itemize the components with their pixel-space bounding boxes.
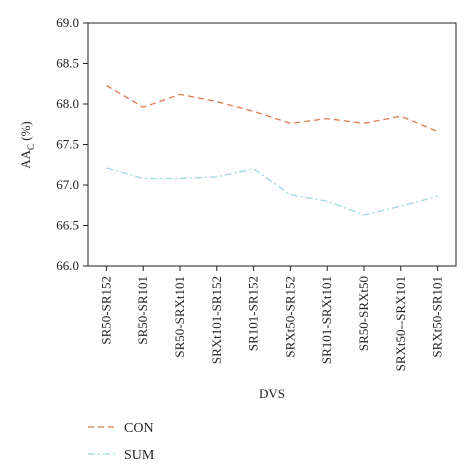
series-line-con [106,84,438,133]
y-tick-label: 66.0 [56,258,79,273]
x-axis-title: DVS [259,386,285,401]
plot-frame [87,22,457,267]
x-tick-label: SRXt101-SR152 [209,276,224,364]
x-tick-label: SR101-SR152 [246,276,261,351]
y-axis: 66.0 66.5 67.0 67.5 68.0 68.5 69.0 [56,15,88,273]
y-tick-label: 67.0 [56,177,79,192]
x-tick-label: SR50-SR101 [135,276,150,345]
legend-label-con: CON [124,421,154,436]
y-axis-title: AAC (%) [18,121,36,169]
y-tick-label: 67.5 [56,137,79,152]
x-axis: SR50-SR152 SR50-SR101 SR50-SRXt101 SRXt101-… [98,266,445,371]
y-tick-label: 69.0 [56,15,79,30]
x-tick-label: SR50-SRXt101 [172,276,187,358]
x-tick-label: SR101-SRXt101 [319,276,334,364]
legend: CON SUM [88,421,155,463]
x-tick-label: SR50-SRXt50 [356,276,371,351]
y-tick-label: 68.5 [56,56,79,71]
legend-label-sum: SUM [124,448,155,463]
x-tick-label: SRXt50-SR152 [282,276,297,358]
y-tick-label: 66.5 [56,218,79,233]
x-tick-label: SRXt50--SRX101 [393,276,408,371]
y-tick-label: 68.0 [56,96,79,111]
series-line-sum [106,167,438,216]
x-tick-label: SR50-SR152 [98,276,113,345]
x-tick-label: SRXt50-SR101 [430,276,445,358]
series-lines [106,84,438,216]
